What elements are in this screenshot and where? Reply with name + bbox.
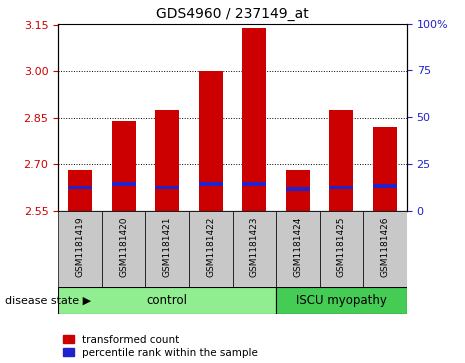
Bar [320, 211, 363, 287]
Bar [363, 211, 407, 287]
Text: GSM1181424: GSM1181424 [293, 217, 302, 277]
Bar [242, 183, 266, 186]
Bar [155, 110, 179, 211]
Text: GSM1181421: GSM1181421 [163, 217, 172, 277]
Bar [112, 183, 135, 186]
Bar [330, 185, 353, 189]
Bar [373, 184, 397, 188]
Bar [286, 170, 310, 211]
Text: GSM1181423: GSM1181423 [250, 217, 259, 277]
Bar [232, 211, 276, 287]
Text: GSM1181419: GSM1181419 [75, 217, 85, 277]
Bar [102, 211, 145, 287]
Bar [199, 72, 223, 211]
Bar [373, 127, 397, 211]
Bar [189, 211, 232, 287]
Bar [68, 170, 92, 211]
Text: GSM1181422: GSM1181422 [206, 217, 215, 277]
Bar [145, 211, 189, 287]
Bar [112, 121, 135, 211]
Bar [199, 183, 223, 186]
Bar [58, 211, 102, 287]
Bar [58, 287, 276, 314]
Bar [242, 28, 266, 211]
Bar [286, 187, 310, 191]
Bar [330, 110, 353, 211]
Text: disease state ▶: disease state ▶ [5, 295, 91, 305]
Text: GSM1181425: GSM1181425 [337, 217, 346, 277]
Title: GDS4960 / 237149_at: GDS4960 / 237149_at [156, 7, 309, 21]
Legend: transformed count, percentile rank within the sample: transformed count, percentile rank withi… [63, 335, 258, 358]
Text: GSM1181426: GSM1181426 [380, 217, 390, 277]
Text: control: control [146, 294, 187, 307]
Text: ISCU myopathy: ISCU myopathy [296, 294, 387, 307]
Bar [276, 287, 407, 314]
Bar [155, 185, 179, 189]
Text: GSM1181420: GSM1181420 [119, 217, 128, 277]
Bar [276, 211, 320, 287]
Bar [68, 185, 92, 189]
